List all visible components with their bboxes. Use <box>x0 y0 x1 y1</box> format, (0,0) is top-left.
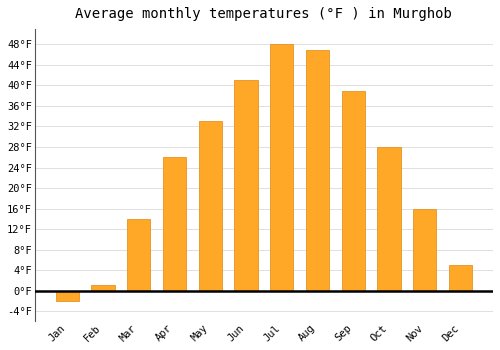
Bar <box>198 121 222 290</box>
Bar <box>92 286 114 290</box>
Bar <box>413 209 436 290</box>
Bar <box>449 265 472 290</box>
Bar <box>270 44 293 290</box>
Bar <box>127 219 150 290</box>
Bar <box>56 290 79 301</box>
Bar <box>234 80 258 290</box>
Bar <box>342 91 365 290</box>
Bar <box>163 157 186 290</box>
Title: Average monthly temperatures (°F ) in Murghob: Average monthly temperatures (°F ) in Mu… <box>76 7 452 21</box>
Bar <box>378 147 400 290</box>
Bar <box>306 50 329 290</box>
